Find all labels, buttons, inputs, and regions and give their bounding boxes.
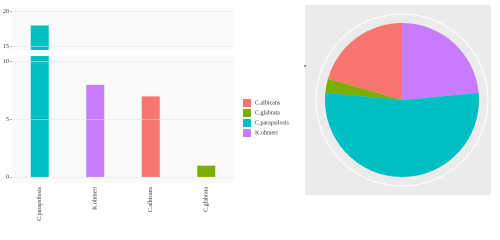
pie-grid-ring: [315, 13, 489, 187]
pie-slice: [327, 22, 402, 100]
upper-panel: [12, 8, 234, 50]
legend-label: K.ohmeri: [255, 130, 278, 136]
y-tick-label: 0: [6, 175, 9, 181]
bar: [197, 165, 216, 178]
bar: [86, 84, 105, 178]
x-tick-label: C.albicans: [148, 186, 154, 212]
x-tick-label: K.ohmeri: [93, 187, 99, 210]
legend-swatch: [243, 109, 251, 117]
legend-swatch: [243, 119, 251, 127]
pie-slice: [325, 92, 479, 177]
legend-label: C.albicans: [255, 100, 281, 106]
x-tick-label: C.glabrata: [204, 187, 210, 212]
axis-dot: [304, 65, 306, 67]
legend-label: C.glabrata: [255, 110, 280, 116]
pie-slice: [325, 78, 402, 100]
bar: [141, 96, 160, 178]
y-tick-label: 10: [3, 59, 9, 65]
chart: 0 5 10 15 20 C.parapsilosis K.ohmeri C.albicans…: [3, 5, 491, 221]
y-tick-label: 5: [6, 117, 9, 123]
y-tick-label: 15: [3, 44, 9, 50]
x-tick-label: C.parapsilosis: [37, 186, 43, 220]
bar: [30, 56, 49, 178]
pie-slice: [402, 23, 479, 100]
bar-upper: [30, 25, 49, 50]
page: {"chart_data": [ {"type": "bar", "catego…: [3, 5, 491, 221]
legend-swatch: [243, 99, 251, 107]
legend-swatch: [243, 129, 251, 137]
y-tick-label: 20: [3, 9, 9, 15]
legend-label: C.parapsilosis: [255, 120, 289, 126]
